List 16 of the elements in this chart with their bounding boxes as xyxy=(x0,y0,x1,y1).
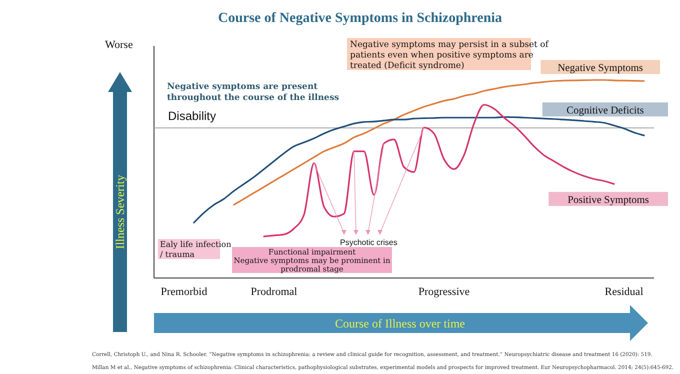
x-tick-label: Prodromal xyxy=(250,286,298,298)
annotation: Negative symptoms are present throughout the course of the illness xyxy=(167,82,340,103)
series-label: Positive Symptoms xyxy=(568,194,649,206)
annotation: Psychotic crises xyxy=(340,238,398,247)
x-axis-title: Course of Illness over time xyxy=(335,316,465,330)
x-tick-label: Residual xyxy=(604,286,644,298)
chart-title: Course of Negative Symptoms in Schizophrenia xyxy=(218,11,502,26)
text: Worse xyxy=(105,39,133,51)
x-tick-label: Premorbid xyxy=(160,286,208,298)
text: Negative symptoms may persist in a subset of patients even when positive symptoms are treated (Deficit syndrome) xyxy=(350,40,550,71)
x-tick-label: Progressive xyxy=(418,286,470,298)
series-label: Cognitive Deficits xyxy=(566,105,644,116)
y-axis-title: Illness Severity xyxy=(113,174,127,250)
annotation: Ealy life infection / trauma xyxy=(160,240,232,259)
series-label: Negative Symptoms xyxy=(558,62,644,74)
ref-line-label: Disability xyxy=(168,108,216,123)
